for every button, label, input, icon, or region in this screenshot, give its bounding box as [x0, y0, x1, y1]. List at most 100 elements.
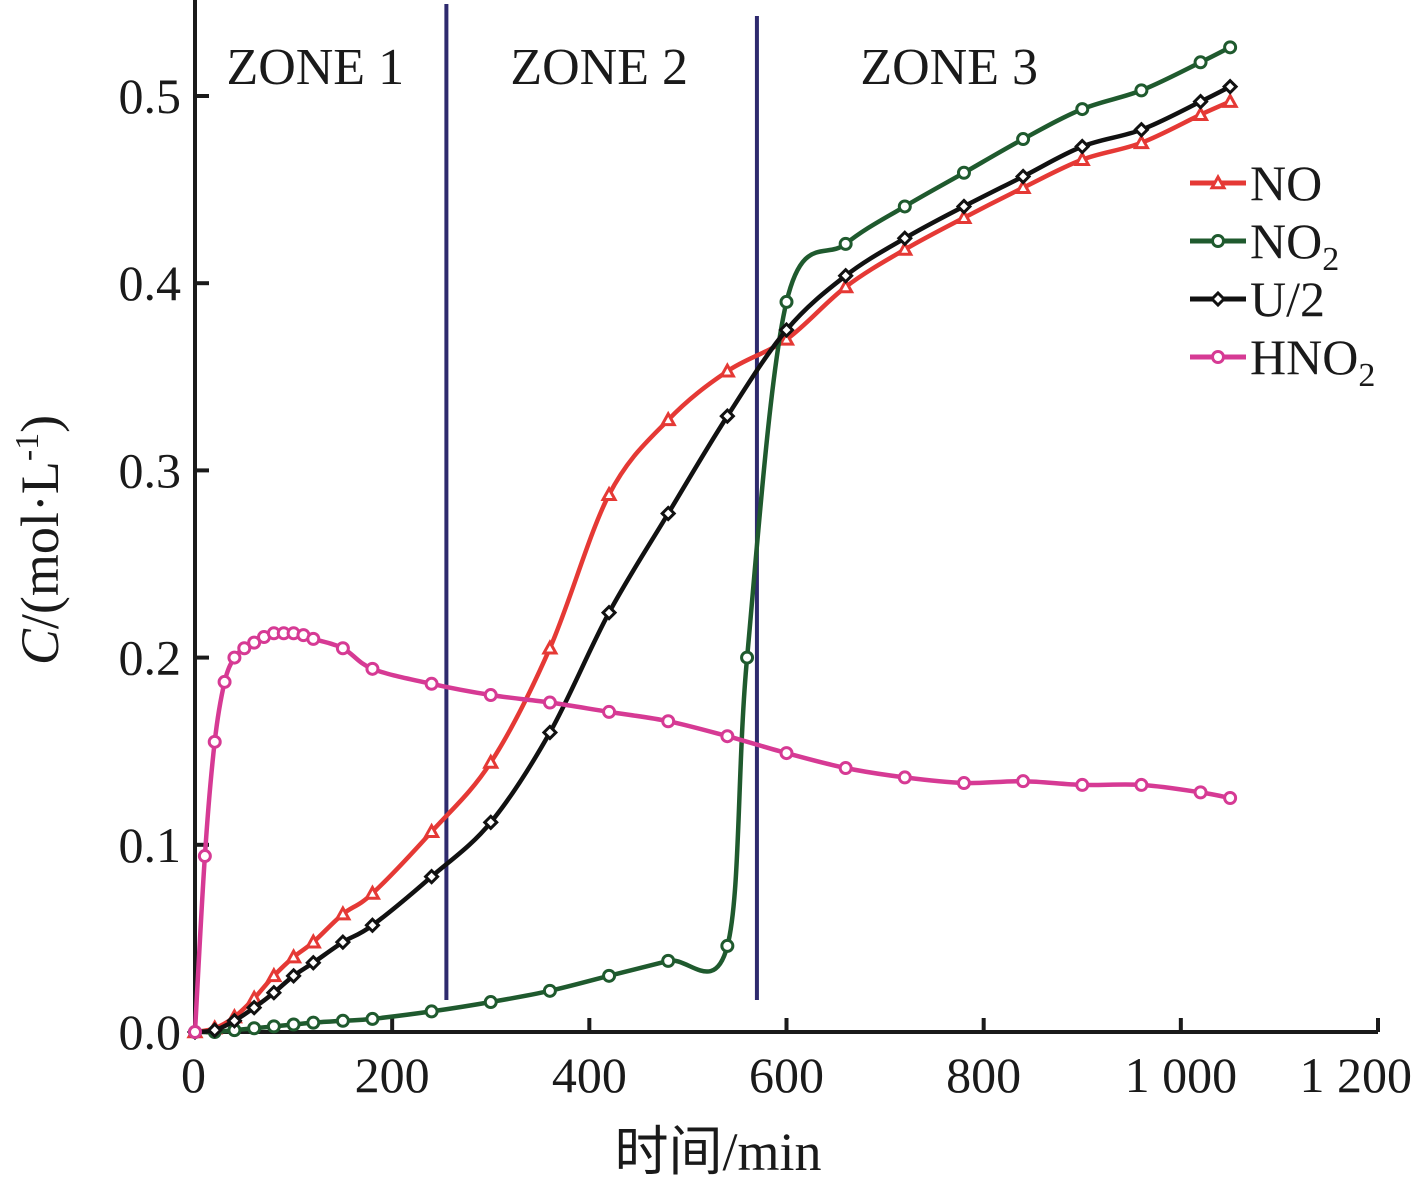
legend-label-hno: HNO2 — [1250, 329, 1375, 394]
data-point-hno — [1193, 785, 1208, 800]
data-point-no — [334, 904, 352, 921]
legend-label-text: NO — [1250, 213, 1322, 269]
data-point-u2 — [265, 984, 282, 1001]
data-point-hno — [838, 761, 853, 776]
tick-labels: 0 200 400 600 800 1 000 1 200 0.0 0.1 0.2 0.3 0.4 0.… — [119, 68, 1413, 1103]
data-point-hno — [237, 641, 252, 656]
data-point-no — [335, 1013, 350, 1028]
data-point-no — [286, 1017, 301, 1032]
x-tick-label: 0 — [181, 1047, 206, 1103]
data-point-u2 — [226, 1012, 243, 1029]
data-point-u2 — [541, 724, 559, 741]
data-point-no — [1075, 102, 1090, 117]
data-point-no — [423, 822, 441, 838]
data-point-no — [1016, 132, 1031, 147]
data-point-hno — [335, 641, 350, 656]
data-point-no — [896, 240, 914, 256]
y-tick-label: 0.0 — [119, 1004, 182, 1060]
y-tick-label: 0.1 — [119, 817, 182, 873]
data-point-no — [482, 753, 500, 769]
data-point-no — [1132, 133, 1150, 150]
data-point-u2 — [778, 321, 795, 339]
series-u2 — [186, 78, 1239, 1041]
data-point-no — [265, 966, 283, 983]
data-point-no — [1134, 83, 1149, 98]
data-point-no — [266, 1019, 281, 1034]
data-point-no — [483, 995, 498, 1010]
data-point-u2 — [896, 230, 913, 247]
y-tick-label: 0.3 — [119, 442, 182, 498]
data-point-u2 — [600, 604, 618, 621]
data-point-no — [718, 362, 736, 378]
data-point-hno — [956, 776, 971, 791]
legend-label-text: NO — [1250, 155, 1322, 211]
data-point-hno — [1016, 774, 1031, 789]
data-point-u2 — [285, 967, 302, 984]
data-point-no — [1073, 150, 1091, 166]
legend-item-no: NO2 — [1190, 213, 1339, 278]
data-point-hno — [217, 674, 232, 689]
legend-label-no: NO — [1250, 155, 1322, 211]
zone-label: ZONE 1 — [226, 39, 404, 96]
data-point-hno — [897, 770, 912, 785]
data-point-no — [1221, 92, 1239, 108]
data-point-no — [838, 236, 853, 251]
data-point-hno — [602, 704, 617, 719]
data-point-u2 — [837, 267, 854, 284]
data-point-hno — [542, 695, 557, 710]
y-axis-label-close: ) — [10, 415, 70, 433]
zone-labels: ZONE 1 ZONE 2 ZONE 3 — [226, 39, 1038, 96]
x-tick-label: 400 — [552, 1047, 627, 1103]
legend-label-u2: U/2 — [1250, 271, 1325, 327]
data-point-no — [740, 650, 755, 665]
data-point-no — [1014, 178, 1032, 195]
series-line-no — [192, 45, 1233, 1035]
zone-label: ZONE 3 — [860, 39, 1038, 96]
data-point-no — [365, 1011, 380, 1026]
x-tick-label: 800 — [946, 1047, 1021, 1103]
data-point-no — [661, 953, 676, 968]
data-point-hno — [1134, 777, 1149, 792]
y-axis-label-unit: /(mol·L — [10, 461, 70, 629]
legend-item-no: NO — [1190, 155, 1322, 211]
data-point-hno — [424, 676, 439, 691]
legend-label-subscript: 2 — [1322, 241, 1339, 278]
x-axis-label: 时间/min — [614, 1122, 821, 1181]
data-point-no — [720, 938, 735, 953]
y-tick-label: 0.5 — [119, 68, 182, 124]
data-point-no — [955, 208, 973, 224]
x-tick-label: 200 — [355, 1047, 430, 1103]
y-tick-label: 0.2 — [119, 630, 182, 686]
data-point-u2 — [423, 868, 440, 885]
data-point-u2 — [1133, 121, 1150, 138]
data-point-hno — [661, 714, 676, 729]
data-point-hno — [227, 650, 242, 665]
data-point-hno — [188, 1025, 202, 1039]
data-point-hno — [1223, 791, 1238, 805]
series-hno — [188, 626, 1238, 1039]
legend-item-hno: HNO2 — [1190, 329, 1375, 394]
legend-marker-u2 — [1209, 290, 1227, 308]
data-point-no — [1193, 55, 1208, 70]
data-point-no — [1223, 40, 1238, 55]
data-point-no — [247, 1021, 262, 1036]
data-point-u2 — [246, 999, 263, 1016]
data-point-no — [363, 884, 381, 900]
data-point-u2 — [719, 407, 736, 425]
data-point-no — [424, 1004, 439, 1019]
data-point-hno — [207, 734, 222, 749]
data-point-hno — [720, 729, 735, 744]
data-point-u2 — [1074, 138, 1091, 155]
x-tick-label: 1 000 — [1125, 1047, 1238, 1103]
y-axis-label-sup: -1 — [9, 433, 46, 461]
legend-marker-no — [1209, 173, 1227, 190]
data-point-no — [600, 485, 618, 502]
data-point-no — [542, 983, 557, 998]
data-point-no — [304, 933, 322, 949]
legend-label-no: NO2 — [1250, 213, 1339, 278]
legend-label-text: U/2 — [1250, 271, 1325, 327]
data-point-hno — [197, 849, 212, 864]
